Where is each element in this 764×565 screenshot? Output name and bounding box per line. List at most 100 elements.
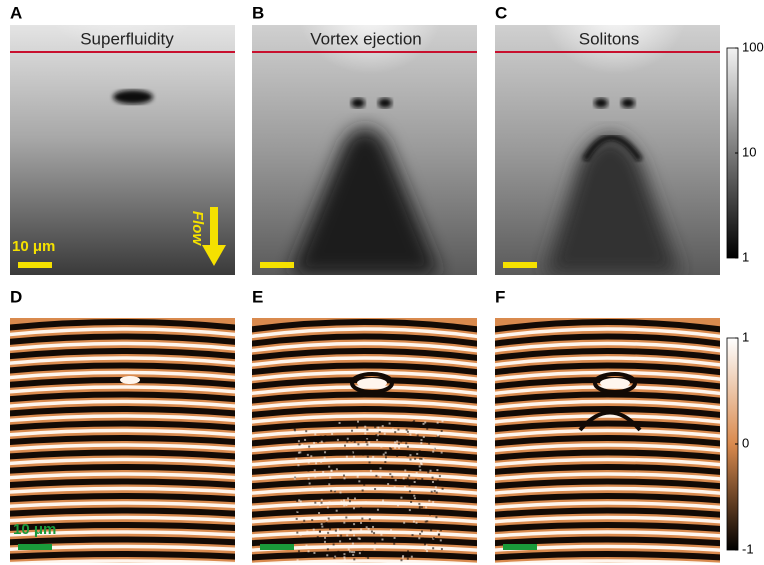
noise bbox=[351, 551, 353, 553]
noise bbox=[409, 482, 411, 484]
noise bbox=[368, 528, 370, 530]
noise bbox=[426, 441, 428, 443]
noise bbox=[426, 550, 428, 552]
noise bbox=[374, 542, 376, 544]
noise bbox=[419, 507, 421, 509]
scale-bar bbox=[18, 544, 52, 550]
panel-label: B bbox=[252, 3, 264, 22]
noise bbox=[368, 516, 370, 518]
noise bbox=[352, 554, 354, 556]
noise bbox=[313, 442, 315, 444]
noise bbox=[314, 502, 316, 504]
noise bbox=[353, 558, 355, 560]
noise bbox=[364, 426, 366, 428]
noise bbox=[412, 534, 414, 536]
panel-label: C bbox=[495, 3, 507, 22]
noise bbox=[361, 518, 363, 520]
noise bbox=[371, 496, 373, 498]
noise bbox=[350, 529, 352, 531]
noise bbox=[298, 444, 300, 446]
noise bbox=[384, 433, 386, 435]
noise bbox=[358, 524, 360, 526]
noise bbox=[322, 554, 324, 556]
noise bbox=[390, 529, 392, 531]
noise bbox=[333, 543, 335, 545]
noise bbox=[314, 476, 316, 478]
noise bbox=[294, 428, 296, 430]
noise bbox=[389, 473, 391, 475]
noise bbox=[409, 458, 411, 460]
colorbar-tick-label: 100 bbox=[742, 39, 764, 54]
scale-bar bbox=[260, 262, 294, 268]
noise bbox=[349, 551, 351, 553]
noise bbox=[441, 420, 443, 422]
noise bbox=[426, 428, 428, 430]
noise bbox=[380, 446, 382, 448]
vortex-ring bbox=[600, 378, 630, 388]
noise bbox=[345, 516, 347, 518]
noise bbox=[308, 478, 310, 480]
noise bbox=[416, 453, 418, 455]
noise bbox=[355, 438, 357, 440]
noise bbox=[315, 462, 317, 464]
noise bbox=[308, 462, 310, 464]
noise bbox=[398, 443, 400, 445]
noise bbox=[315, 533, 317, 535]
noise bbox=[296, 500, 298, 502]
noise bbox=[407, 477, 409, 479]
noise bbox=[308, 446, 310, 448]
noise bbox=[431, 526, 433, 528]
noise bbox=[431, 491, 433, 493]
noise bbox=[440, 539, 442, 541]
noise bbox=[319, 530, 321, 532]
noise bbox=[394, 486, 396, 488]
fringe-light bbox=[5, 561, 240, 564]
noise bbox=[366, 526, 368, 528]
noise bbox=[418, 537, 420, 539]
noise bbox=[326, 554, 328, 556]
noise bbox=[414, 458, 416, 460]
noise bbox=[369, 461, 371, 463]
noise bbox=[317, 441, 319, 443]
noise bbox=[385, 421, 387, 423]
noise bbox=[421, 478, 423, 480]
panel-label: D bbox=[10, 287, 22, 306]
noise bbox=[325, 522, 327, 524]
noise bbox=[382, 500, 384, 502]
noise bbox=[419, 465, 421, 467]
noise bbox=[365, 555, 367, 557]
noise bbox=[314, 469, 316, 471]
noise bbox=[425, 548, 427, 550]
noise bbox=[416, 540, 418, 542]
noise bbox=[373, 458, 375, 460]
colorbar-tick-label: 0 bbox=[742, 435, 749, 450]
noise bbox=[321, 526, 323, 528]
noise bbox=[298, 452, 300, 454]
noise bbox=[313, 529, 315, 531]
noise bbox=[419, 458, 421, 460]
noise bbox=[329, 528, 331, 530]
noise bbox=[376, 439, 378, 441]
noise bbox=[409, 509, 411, 511]
noise bbox=[397, 429, 399, 431]
scale-bar-label: 10 μm bbox=[13, 521, 56, 538]
noise bbox=[379, 431, 381, 433]
noise bbox=[408, 484, 410, 486]
noise bbox=[439, 475, 441, 477]
noise bbox=[307, 454, 309, 456]
noise bbox=[343, 522, 345, 524]
noise bbox=[337, 535, 339, 537]
noise bbox=[413, 503, 415, 505]
noise bbox=[366, 481, 368, 483]
noise bbox=[346, 534, 348, 536]
noise bbox=[336, 510, 338, 512]
noise bbox=[392, 428, 394, 430]
noise bbox=[385, 456, 387, 458]
noise bbox=[339, 422, 341, 424]
noise bbox=[297, 510, 299, 512]
noise bbox=[394, 537, 396, 539]
noise bbox=[384, 461, 386, 463]
noise bbox=[304, 439, 306, 441]
noise bbox=[344, 538, 346, 540]
noise bbox=[368, 441, 370, 443]
